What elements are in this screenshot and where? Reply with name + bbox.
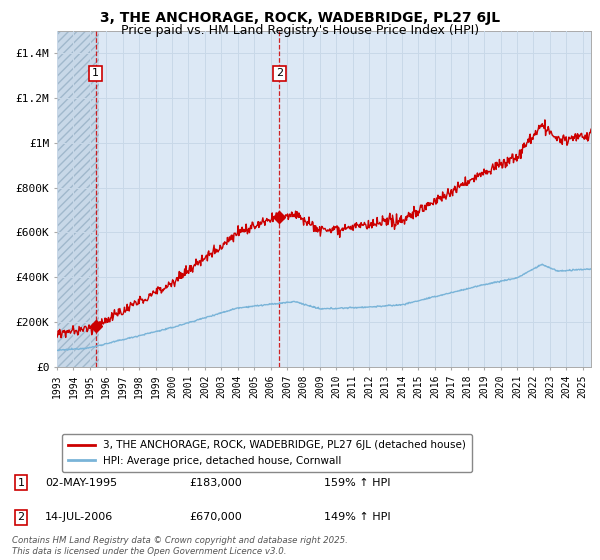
Text: 2: 2 xyxy=(276,68,283,78)
Text: Contains HM Land Registry data © Crown copyright and database right 2025.
This d: Contains HM Land Registry data © Crown c… xyxy=(12,536,348,556)
Text: 02-MAY-1995: 02-MAY-1995 xyxy=(45,478,117,488)
Text: £183,000: £183,000 xyxy=(189,478,242,488)
Text: Price paid vs. HM Land Registry's House Price Index (HPI): Price paid vs. HM Land Registry's House … xyxy=(121,24,479,36)
Bar xyxy=(57,31,99,367)
Text: 1: 1 xyxy=(92,68,99,78)
Text: 14-JUL-2006: 14-JUL-2006 xyxy=(45,512,113,522)
Legend: 3, THE ANCHORAGE, ROCK, WADEBRIDGE, PL27 6JL (detached house), HPI: Average pric: 3, THE ANCHORAGE, ROCK, WADEBRIDGE, PL27… xyxy=(62,434,472,472)
Text: 149% ↑ HPI: 149% ↑ HPI xyxy=(324,512,391,522)
Text: 159% ↑ HPI: 159% ↑ HPI xyxy=(324,478,391,488)
Text: 1: 1 xyxy=(17,478,25,488)
Text: £670,000: £670,000 xyxy=(189,512,242,522)
Text: 3, THE ANCHORAGE, ROCK, WADEBRIDGE, PL27 6JL: 3, THE ANCHORAGE, ROCK, WADEBRIDGE, PL27… xyxy=(100,11,500,25)
Text: 2: 2 xyxy=(17,512,25,522)
